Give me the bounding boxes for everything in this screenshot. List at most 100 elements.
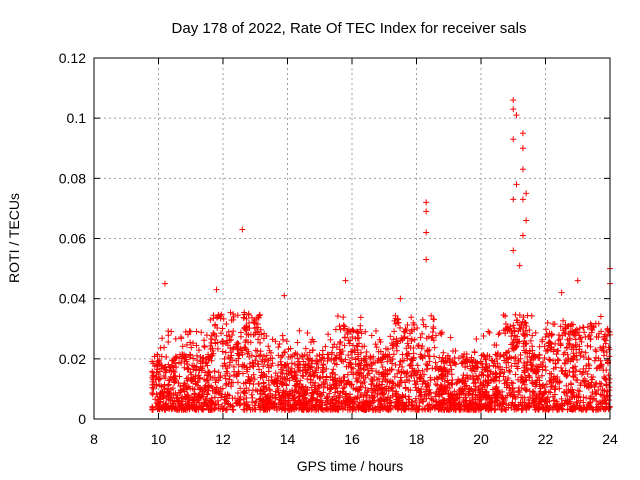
data-point	[176, 399, 183, 406]
data-point	[430, 325, 437, 332]
data-point	[316, 402, 323, 409]
data-point	[438, 358, 445, 365]
data-point	[300, 358, 307, 365]
data-point	[260, 383, 267, 390]
data-point	[327, 406, 334, 413]
data-point	[509, 380, 516, 387]
data-point	[250, 363, 257, 370]
data-point	[179, 343, 186, 350]
data-point	[479, 360, 486, 367]
data-point	[361, 366, 368, 373]
data-point	[279, 332, 286, 339]
data-point	[387, 333, 394, 340]
data-point	[384, 358, 391, 365]
data-point	[223, 320, 230, 327]
data-point	[592, 320, 599, 327]
data-point	[383, 383, 390, 390]
data-point	[389, 387, 396, 394]
data-point	[488, 405, 495, 412]
data-point	[213, 376, 220, 383]
data-point	[592, 346, 599, 353]
data-point	[284, 375, 291, 382]
data-point	[520, 314, 527, 321]
data-point	[535, 364, 542, 371]
data-point	[328, 351, 335, 358]
data-point	[573, 398, 580, 405]
data-point	[386, 354, 393, 361]
data-point	[248, 375, 255, 382]
data-point	[470, 406, 477, 413]
data-point	[564, 344, 571, 351]
data-point	[345, 337, 352, 344]
data-point	[367, 354, 374, 361]
data-point	[510, 136, 517, 143]
data-point	[452, 361, 459, 368]
data-point	[312, 406, 319, 413]
data-point	[512, 311, 519, 318]
data-point	[224, 365, 231, 372]
data-point	[496, 402, 503, 409]
data-point	[577, 397, 584, 404]
data-point	[481, 353, 488, 360]
data-point	[193, 352, 200, 359]
data-point	[349, 334, 356, 341]
data-point	[502, 313, 509, 320]
data-point	[243, 315, 250, 322]
data-point	[201, 344, 208, 351]
data-point	[522, 341, 529, 348]
data-point	[598, 328, 605, 335]
data-point	[505, 375, 512, 382]
data-point	[431, 316, 438, 323]
data-point	[188, 344, 195, 351]
data-point	[250, 381, 257, 388]
data-point	[342, 277, 349, 284]
data-point	[523, 377, 530, 384]
data-point	[230, 313, 237, 320]
data-point	[544, 395, 551, 402]
data-point	[510, 322, 517, 329]
data-point	[289, 374, 296, 381]
data-point	[419, 381, 426, 388]
data-point	[401, 328, 408, 335]
data-point	[504, 392, 511, 399]
data-point	[498, 394, 505, 401]
data-point	[276, 341, 283, 348]
data-point	[543, 405, 550, 412]
data-point	[265, 368, 272, 375]
data-point	[433, 401, 440, 408]
data-point	[593, 380, 600, 387]
data-point	[443, 406, 450, 413]
data-point	[445, 390, 452, 397]
data-point	[514, 333, 521, 340]
data-point	[561, 349, 568, 356]
data-point	[444, 405, 451, 412]
data-point	[266, 396, 273, 403]
data-point	[251, 325, 258, 332]
data-point	[265, 392, 272, 399]
data-point	[215, 401, 222, 408]
data-point	[297, 377, 304, 384]
data-point	[288, 360, 295, 367]
data-point	[523, 217, 530, 224]
data-point	[576, 343, 583, 350]
data-point	[424, 347, 431, 354]
data-point	[233, 357, 240, 364]
data-point	[349, 406, 356, 413]
axes: 8 10 12 14 16 18 20 22 24 0 0.02 0.04 0.06 0.08 0.1 0.1…	[59, 50, 618, 447]
data-point	[397, 295, 404, 302]
data-point	[522, 404, 529, 411]
data-point	[357, 322, 364, 329]
data-point	[202, 359, 209, 366]
data-point	[351, 349, 358, 356]
data-point	[511, 339, 518, 346]
data-point	[599, 392, 606, 399]
data-point	[444, 377, 451, 384]
data-point	[493, 385, 500, 392]
data-point	[279, 382, 286, 389]
data-point	[223, 380, 230, 387]
data-point	[242, 345, 249, 352]
data-point	[235, 368, 242, 375]
data-point	[536, 398, 543, 405]
data-point	[389, 345, 396, 352]
data-point	[327, 400, 334, 407]
